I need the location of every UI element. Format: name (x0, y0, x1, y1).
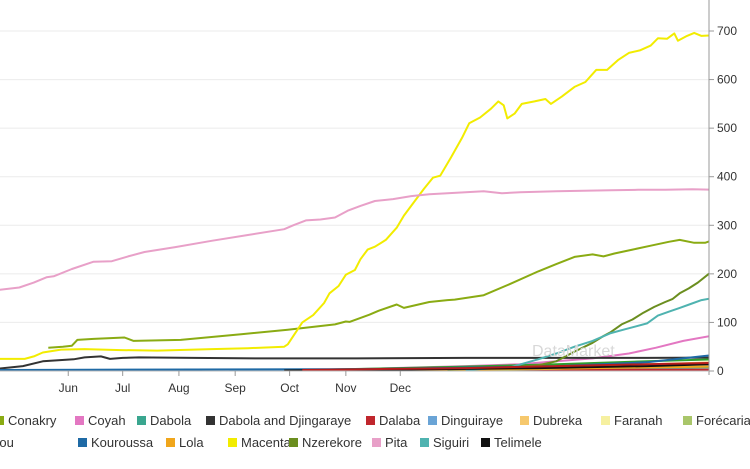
legend-item[interactable]: Dubreka (520, 413, 583, 428)
legend-item[interactable]: Telimele (481, 435, 542, 450)
series-line-pita[interactable] (0, 188, 745, 291)
legend-label: Dabola and Djingaraye (219, 413, 351, 428)
x-tick-label: Jul (115, 381, 130, 395)
legend-label: Dubreka (533, 413, 583, 428)
x-tick-label: Nov (335, 381, 356, 395)
legend-swatch (683, 416, 692, 425)
legend-swatch (366, 416, 375, 425)
legend-item[interactable]: Faranah (601, 413, 662, 428)
plot-area (0, 31, 746, 372)
legend-label: Kissidougou (0, 435, 14, 450)
legend-swatch (601, 416, 610, 425)
legend-item[interactable]: Conakry (0, 413, 57, 428)
legend-item[interactable]: Dalaba (366, 413, 421, 428)
legend-item[interactable]: Siguiri (420, 435, 469, 450)
x-tick-label: Jun (59, 381, 78, 395)
legend-swatch (206, 416, 215, 425)
legend-label: Pita (385, 435, 408, 450)
y-tick-label: 400 (717, 170, 737, 184)
legend-label: Macenta (241, 435, 292, 450)
legend-swatch (75, 416, 84, 425)
x-tick-label: Aug (168, 381, 189, 395)
legend-item[interactable]: Forécariah (683, 413, 750, 428)
legend-label: Lola (179, 435, 204, 450)
x-tick-label: Sep (224, 381, 246, 395)
legend-label: Kouroussa (91, 435, 154, 450)
legend-item[interactable]: Dabola and Djingaraye (206, 413, 351, 428)
legend-label: Coyah (88, 413, 126, 428)
legend-label: Siguiri (433, 435, 469, 450)
y-tick-label: 0 (717, 364, 724, 378)
series-line-siguiri[interactable] (465, 297, 745, 371)
grid (0, 30, 709, 323)
legend-swatch (428, 416, 437, 425)
legend-swatch (0, 416, 4, 425)
y-tick-label: 300 (717, 218, 737, 232)
legend-swatch (372, 438, 381, 447)
x-axis-ticks: Jun Jul Aug Sep Oct Nov Dec (59, 371, 411, 395)
legend-swatch (228, 438, 237, 447)
legend-swatch (481, 438, 490, 447)
legend-label: Conakry (8, 413, 57, 428)
y-tick-label: 200 (717, 267, 737, 281)
series-line-nzerekore[interactable] (447, 260, 746, 371)
y-tick-label: 600 (717, 73, 737, 87)
y-tick-label: 100 (717, 315, 737, 329)
legend-label: Dalaba (379, 413, 421, 428)
y-axis-ticks: 0 100 200 300 400 500 600 700 (709, 24, 737, 378)
legend-item[interactable]: Dinguiraye (428, 413, 503, 428)
legend-label: Dinguiraye (441, 413, 503, 428)
legend-item[interactable]: Pita (372, 435, 408, 450)
legend-swatch (137, 416, 146, 425)
y-tick-label: 700 (717, 24, 737, 38)
series-line-macenta[interactable] (0, 31, 745, 360)
legend-item[interactable]: Nzerekore (289, 435, 362, 450)
legend-item[interactable]: Kissidougou (0, 435, 14, 450)
legend-swatch (520, 416, 529, 425)
legend-swatch (166, 438, 175, 447)
legend-label: Dabola (150, 413, 192, 428)
watermark: DataMarket (532, 343, 615, 360)
y-tick-label: 500 (717, 121, 737, 135)
legend-item[interactable]: Lola (166, 435, 204, 450)
legend-item[interactable]: Macenta (228, 435, 292, 450)
series-line-yomou[interactable] (302, 361, 745, 371)
x-tick-label: Oct (280, 381, 299, 395)
legend-item[interactable]: Dabola (137, 413, 192, 428)
legend-label: Forécariah (696, 413, 750, 428)
series-line-dabola-and-djingaraye[interactable] (0, 355, 745, 370)
x-tick-label: Dec (390, 381, 411, 395)
legend-swatch (78, 438, 87, 447)
legend-item[interactable]: Kouroussa (78, 435, 154, 450)
legend-label: Faranah (614, 413, 662, 428)
legend[interactable]: Conakry Coyah Dabola Dabola and Djingaraye D… (0, 413, 750, 450)
legend-item[interactable]: Coyah (75, 413, 126, 428)
legend-swatch (289, 438, 298, 447)
legend-label: Nzerekore (302, 435, 362, 450)
legend-label: Telimele (494, 435, 542, 450)
legend-swatch (420, 438, 429, 447)
series-line-conakry[interactable] (48, 229, 745, 349)
